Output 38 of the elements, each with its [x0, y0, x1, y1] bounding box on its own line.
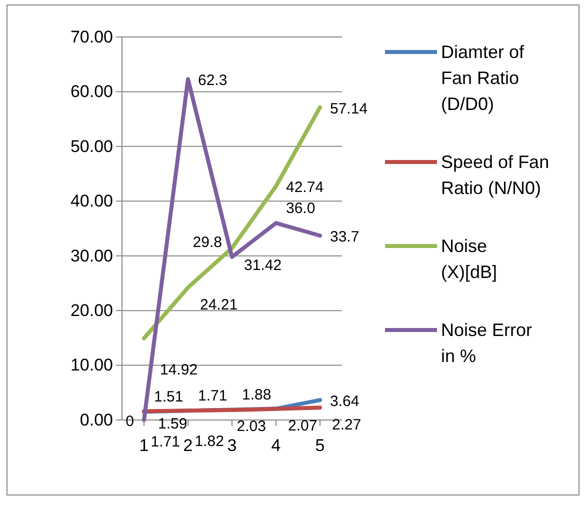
legend-label: Speed of Fan Ratio (N/N0) [441, 152, 550, 198]
y-tick-label: 70.00 [70, 27, 113, 46]
data-label: 29.8 [192, 234, 222, 251]
x-tick-label: 1 [139, 436, 149, 456]
data-label: 36.0 [286, 200, 316, 218]
data-label: 2.03 [236, 418, 266, 435]
data-label: 1.59 [158, 415, 188, 432]
legend-label: Diamter of Fan Ratio (D/D0) [441, 42, 526, 114]
data-label: 57.14 [330, 100, 368, 118]
y-tick-label: 0.00 [80, 410, 113, 430]
y-tick-label: 10.00 [70, 356, 113, 375]
data-label: 2.07 [288, 418, 318, 435]
data-label: 1.71 [198, 388, 228, 405]
data-label: 1.71 [150, 434, 180, 451]
data-label: 14.92 [160, 361, 198, 378]
data-label: 24.21 [200, 296, 238, 314]
y-tick-label: 50.00 [70, 136, 113, 156]
data-label: 31.42 [244, 257, 282, 274]
data-label: 0 [126, 413, 134, 430]
data-label: 1.51 [154, 388, 184, 406]
line-series [142, 105, 322, 340]
data-label: 33.7 [330, 228, 360, 246]
x-tick-label: 3 [227, 436, 237, 456]
data-label: 2.27 [332, 416, 362, 434]
data-label: 3.64 [330, 393, 360, 410]
x-tick-label: 5 [315, 436, 325, 456]
x-tick-label: 2 [183, 436, 193, 456]
legend-label: Noise Error in % [441, 320, 532, 366]
y-tick-label: 20.00 [70, 301, 113, 320]
data-label: 62.3 [198, 72, 228, 90]
legend-label: Noise (X)[dB] [441, 236, 498, 282]
y-tick-label: 40.00 [70, 192, 113, 211]
y-tick-label: 30.00 [70, 246, 113, 266]
data-label: 42.74 [286, 179, 324, 196]
data-label: 1.82 [194, 433, 224, 450]
data-label: 1.88 [242, 386, 272, 404]
x-tick-label: 4 [271, 436, 281, 456]
y-tick-label: 60.00 [70, 82, 113, 102]
